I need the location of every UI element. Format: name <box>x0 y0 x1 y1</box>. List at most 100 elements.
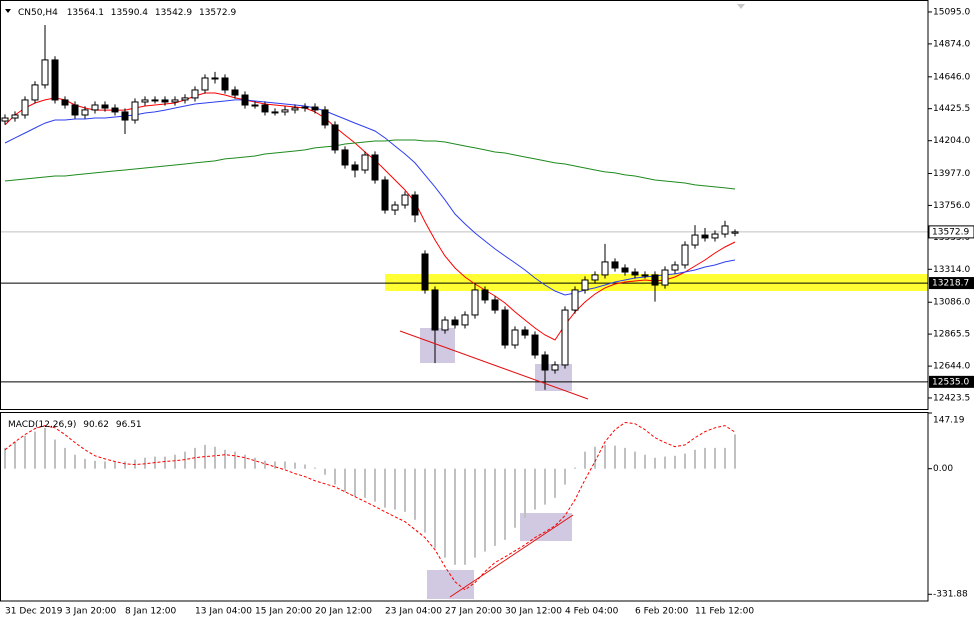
level-label-box <box>929 375 974 388</box>
candle-body <box>171 99 179 103</box>
price-label: 13572.9 <box>932 227 969 237</box>
candle-body <box>651 274 659 286</box>
candle-body <box>181 97 189 101</box>
header-high: 13590.4 <box>111 8 148 18</box>
candle-body <box>591 274 599 281</box>
candle-body <box>111 107 119 113</box>
y-tick-label: 12865.5 <box>933 330 970 340</box>
candle-body <box>611 261 619 269</box>
header-close: 13572.9 <box>199 8 236 18</box>
candle-body <box>681 244 689 266</box>
y-tick-label: 13977.0 <box>933 169 970 179</box>
candle-body <box>371 154 379 181</box>
signal-value: 96.51 <box>116 420 142 430</box>
candle-body <box>261 104 269 113</box>
chart-header: CN50,H4 13564.1 13590.4 13542.9 13572.9 <box>18 8 236 18</box>
menu-arrow[interactable] <box>5 9 11 13</box>
candle-body <box>431 289 439 331</box>
price-label-box <box>928 225 974 239</box>
candle-body <box>301 106 309 109</box>
x-tick-label: 13 Jan 04:00 <box>195 607 252 617</box>
candle-body <box>561 309 569 366</box>
highlight-box <box>520 513 572 541</box>
shift-marker <box>737 4 745 9</box>
candle-body <box>41 59 49 86</box>
candle-body <box>471 289 479 316</box>
candle-body <box>331 124 339 151</box>
candle-body <box>711 233 719 239</box>
candle-body <box>731 231 739 234</box>
candle-body <box>701 234 709 239</box>
candle-body <box>141 99 149 103</box>
candle-body <box>31 84 39 101</box>
candle-body <box>241 94 249 106</box>
candle-body <box>81 109 89 116</box>
candle-body <box>21 99 29 116</box>
candle-body <box>291 107 299 111</box>
candle-body <box>51 59 59 101</box>
candle-body <box>351 164 359 171</box>
candle-body <box>571 289 579 311</box>
x-tick-label: 23 Jan 04:00 <box>385 607 442 617</box>
y-tick-label: 14425.5 <box>933 104 970 114</box>
header-low: 13542.9 <box>155 8 192 18</box>
candle-body <box>61 99 69 106</box>
candle-body <box>11 114 19 119</box>
y-tick-label: 12423.5 <box>933 393 970 403</box>
candle-body <box>151 99 159 102</box>
x-tick-label: 8 Jan 12:00 <box>125 607 177 617</box>
macd-title: MACD(12,26,9) <box>8 420 76 430</box>
candle-body <box>91 104 99 111</box>
candle-body <box>271 111 279 114</box>
x-tick-label: 11 Feb 12:00 <box>695 607 754 617</box>
candle-body <box>581 279 589 291</box>
moving-average <box>4 139 736 190</box>
candle-body <box>411 194 419 216</box>
y-tick-label: 14874.0 <box>933 39 970 49</box>
candle-body <box>71 104 79 116</box>
header-open: 13564.1 <box>67 8 104 18</box>
candle-body <box>311 106 319 111</box>
y-tick-label: 13086.0 <box>933 298 970 308</box>
candle-body <box>231 89 239 96</box>
main-pane-frame <box>0 0 929 410</box>
candle-body <box>551 364 559 371</box>
level-label: 12535.0 <box>932 377 969 387</box>
candle-body <box>341 149 349 166</box>
candle-body <box>511 329 519 346</box>
candle-body <box>211 77 219 80</box>
symbol: CN50,H4 <box>18 8 58 18</box>
y-tick-label: 15095.0 <box>933 7 970 17</box>
candle-body <box>441 319 449 331</box>
candle-body <box>631 271 639 276</box>
candle-body <box>481 289 489 301</box>
candle-body <box>521 329 529 336</box>
candle-body <box>201 77 209 91</box>
macd-value: 90.62 <box>83 420 109 430</box>
candle-body <box>121 111 129 121</box>
candle-body <box>541 354 549 371</box>
x-tick-label: 6 Feb 20:00 <box>635 607 689 617</box>
candle-body <box>721 225 729 235</box>
plot-layer: 15095.0 14874.0 14646.0 14425.5 14204.0 13977… <box>0 7 974 617</box>
moving-average <box>4 92 736 341</box>
candle-body <box>251 104 259 107</box>
candle-body <box>641 274 649 277</box>
highlight-box <box>420 328 455 363</box>
candle-body <box>1 117 9 122</box>
x-tick-label: 15 Jan 20:00 <box>255 607 312 617</box>
candle-body <box>671 264 679 271</box>
trend-line <box>449 514 574 598</box>
x-tick-label: 31 Dec 2019 <box>5 607 63 617</box>
candle-body <box>281 109 289 113</box>
y-tick-label: 14646.0 <box>933 72 970 82</box>
candle-body <box>361 154 369 171</box>
candle-body <box>131 101 139 121</box>
y-tick-label: 12644.0 <box>933 362 970 372</box>
candle-body <box>381 179 389 211</box>
x-tick-label: 27 Jan 20:00 <box>445 607 502 617</box>
y-tick-label: 13756.0 <box>933 201 970 211</box>
